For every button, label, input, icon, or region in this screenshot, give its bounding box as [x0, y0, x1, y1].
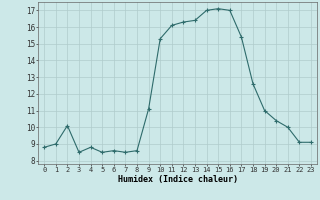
X-axis label: Humidex (Indice chaleur): Humidex (Indice chaleur)	[118, 175, 238, 184]
